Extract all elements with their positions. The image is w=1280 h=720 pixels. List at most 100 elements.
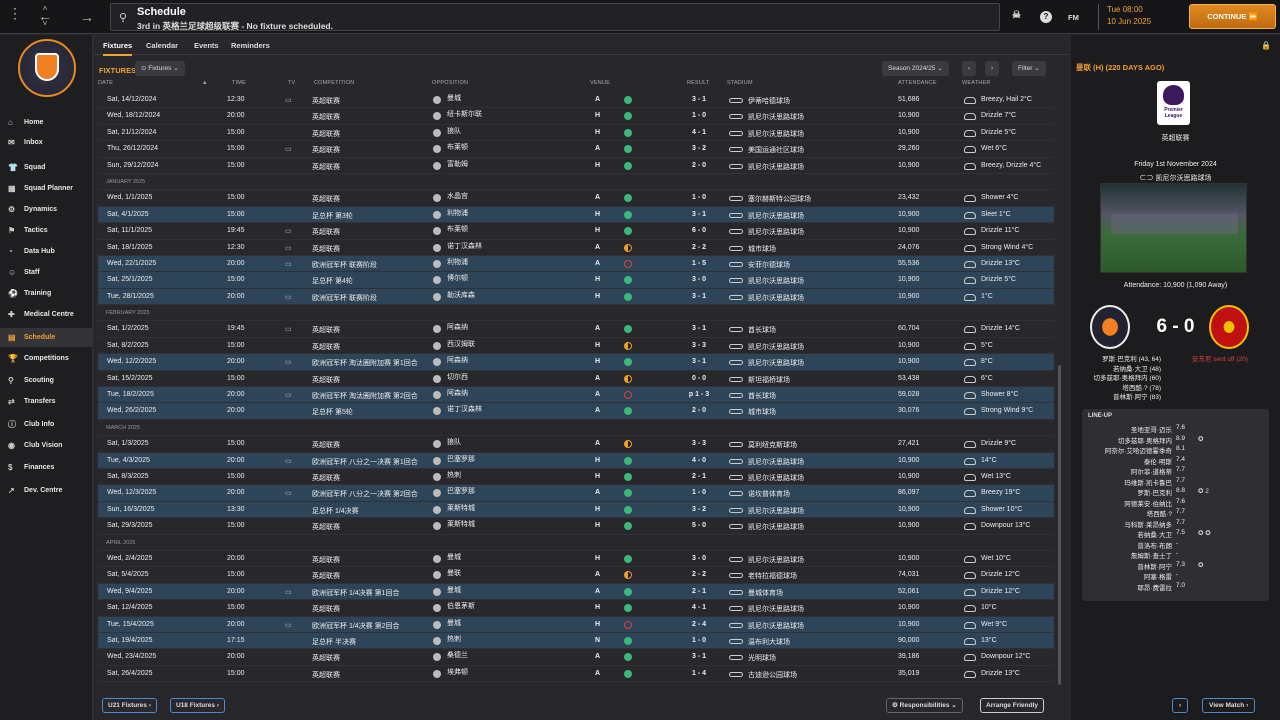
- sidebar-item-club-vision[interactable]: ◉ Club Vision: [0, 436, 93, 455]
- arrange-friendly-button[interactable]: Arrange Friendly: [980, 698, 1045, 713]
- fixture-row[interactable]: Sat, 25/1/2025 15:00 足总杯 第4轮 博尔顿 H 3 - 0 凯尼尔沃思…: [98, 272, 1054, 289]
- fixture-row[interactable]: Tue, 15/4/2025 20:00 ▭ 欧洲冠军杯 1/4决赛 第2回合 曼城 H 2…: [98, 616, 1054, 633]
- home-team-crest[interactable]: [1090, 305, 1130, 349]
- fixture-opponent[interactable]: 纽卡斯尔联: [447, 111, 482, 119]
- fixture-result[interactable]: 3 - 3: [691, 440, 706, 448]
- fixture-row[interactable]: Wed, 22/1/2025 20:00 ▭ 欧洲冠军杯 联赛阶段 利物浦 A 1 - 5 安…: [98, 255, 1054, 273]
- col-attendance[interactable]: ATTENDANCE: [898, 80, 937, 86]
- lineup-player[interactable]: 切多兹耶·奥格拜内 8.9 ✪: [1082, 435, 1269, 445]
- fixture-competition[interactable]: 英超联赛: [312, 245, 340, 253]
- tab-reminders[interactable]: Reminders: [231, 41, 270, 50]
- fixture-result[interactable]: 3 - 1: [691, 210, 706, 218]
- fixture-result[interactable]: 3 - 3: [691, 341, 706, 349]
- fixture-competition[interactable]: 英超联赛: [312, 573, 340, 581]
- lineup-player[interactable]: 罗斯·巴克利 8.8 ✪ 2: [1082, 487, 1269, 497]
- sidebar-item-squad-planner[interactable]: ▦ Squad Planner: [0, 179, 93, 198]
- fixture-row[interactable]: Sat, 1/3/2025 15:00 英超联赛 狼队 A 3 - 3 莫利纽克斯球场 27,…: [98, 436, 1054, 453]
- sidebar-item-dynamics[interactable]: ⚙ Dynamics: [0, 200, 93, 219]
- menu-dots-icon[interactable]: ⋮: [8, 5, 22, 21]
- fixture-opponent[interactable]: 切尔西: [447, 373, 468, 381]
- fixture-opponent[interactable]: 曼城: [447, 553, 461, 561]
- fixture-opponent[interactable]: 莱斯特城: [447, 521, 475, 529]
- tab-fixtures[interactable]: Fixtures: [103, 41, 133, 56]
- col-tv[interactable]: TV: [288, 80, 296, 86]
- fixture-opponent[interactable]: 诺丁汉森林: [447, 242, 482, 250]
- fixture-competition[interactable]: 英超联赛: [312, 442, 340, 450]
- lineup-player[interactable]: 阿奈尔·艾哈迈德霍季奇 8.1: [1082, 445, 1269, 455]
- fixture-result[interactable]: 1 - 0: [691, 194, 706, 202]
- sidebar-item-finances[interactable]: $ Finances: [0, 458, 93, 477]
- fixture-opponent[interactable]: 水晶宫: [447, 193, 468, 201]
- fixture-row[interactable]: Sat, 29/3/2025 15:00 英超联赛 莱斯特城 H 5 - 0 凯尼尔沃思路球…: [98, 518, 1054, 535]
- fixture-competition[interactable]: 欧洲冠军杯 1/4决赛 第2回合: [312, 622, 400, 630]
- fixture-row[interactable]: Sat, 4/1/2025 15:00 足总杯 第3轮 利物浦 H 3 - 1 凯尼尔沃思路…: [98, 206, 1054, 224]
- fixture-competition[interactable]: 英超联赛: [312, 147, 340, 155]
- fixture-result[interactable]: 3 - 1: [691, 325, 706, 333]
- skull-icon[interactable]: ☠: [1012, 10, 1021, 21]
- fixture-result[interactable]: 1 - 0: [691, 112, 706, 120]
- fixture-competition[interactable]: 英超联赛: [312, 130, 340, 138]
- fixture-result[interactable]: 3 - 2: [691, 505, 706, 513]
- fixture-competition[interactable]: 足总杯 第4轮: [312, 278, 353, 286]
- filter-button[interactable]: Filter ⌄: [1012, 61, 1046, 76]
- scrollbar[interactable]: [1058, 365, 1061, 685]
- fixture-result[interactable]: 0 - 0: [691, 374, 706, 382]
- col-opposition[interactable]: OPPOSITION: [432, 80, 469, 86]
- fixture-row[interactable]: Wed, 26/2/2025 20:00 足总杯 第5轮 诺丁汉森林 A 2 - 0 城市球…: [98, 403, 1054, 420]
- fixture-competition[interactable]: 欧洲冠军杯 淘汰圈附加赛 第1回合: [312, 360, 418, 368]
- fixture-row[interactable]: Sun, 16/3/2025 13:30 足总杯 1/4决赛 莱斯特城 H 3 - 2 凯尼…: [98, 501, 1054, 519]
- fixture-result[interactable]: 2 - 1: [691, 587, 706, 595]
- fixture-result[interactable]: 2 - 1: [691, 472, 706, 480]
- lineup-player[interactable]: 泰伦·明斯 7.4: [1082, 456, 1269, 466]
- fixture-competition[interactable]: 足总杯 1/4决赛: [312, 507, 359, 515]
- fixture-row[interactable]: Tue, 28/1/2025 20:00 ▭ 欧洲冠军杯 联赛阶段 勒沃库森 H 3 - 1…: [98, 288, 1054, 306]
- col-time[interactable]: TIME: [232, 80, 246, 86]
- fixture-result[interactable]: 3 - 1: [691, 358, 706, 366]
- fixture-row[interactable]: Sat, 14/12/2024 12:30 ▭ 英超联赛 曼城 A 3 - 1 伊蒂哈德球场 5…: [98, 92, 1054, 109]
- col-stadium[interactable]: STADIUM: [727, 80, 753, 86]
- tab-events[interactable]: Events: [194, 41, 219, 50]
- u18-fixtures-button[interactable]: U18 Fixtures ›: [170, 698, 225, 713]
- fixture-competition[interactable]: 欧洲冠军杯 联赛阶段: [312, 261, 377, 269]
- col-date[interactable]: DATE: [98, 80, 114, 86]
- fixture-result[interactable]: 3 - 0: [691, 276, 706, 284]
- fixture-result[interactable]: 1 - 4: [691, 669, 706, 677]
- lineup-player[interactable]: 马科斯·莱昂纳多 7.7: [1082, 519, 1269, 529]
- fixture-competition[interactable]: 英超联赛: [312, 196, 340, 204]
- col-weather[interactable]: WEATHER: [962, 80, 991, 86]
- fixture-opponent[interactable]: 曼城: [447, 586, 461, 594]
- continue-button[interactable]: CONTINUE ⏩: [1189, 4, 1276, 29]
- fixture-result[interactable]: 1 - 0: [691, 489, 706, 497]
- sidebar-item-transfers[interactable]: ⇄ Transfers: [0, 392, 93, 411]
- fixture-row[interactable]: Wed, 12/2/2025 20:00 ▭ 欧洲冠军杯 淘汰圈附加赛 第1回合 阿森纳…: [98, 354, 1054, 371]
- fixture-competition[interactable]: 欧洲冠军杯 淘汰圈附加赛 第2回合: [312, 393, 418, 401]
- fixture-opponent[interactable]: 狼队: [447, 127, 461, 135]
- fixture-competition[interactable]: 英超联赛: [312, 229, 340, 237]
- fixture-result[interactable]: 3 - 1: [691, 653, 706, 661]
- sidebar-item-home[interactable]: ⌂ Home: [0, 113, 93, 132]
- view-match-button[interactable]: View Match ›: [1202, 698, 1256, 713]
- fixture-competition[interactable]: 英超联赛: [312, 98, 340, 105]
- fixture-opponent[interactable]: 曼城: [447, 619, 461, 627]
- fixture-row[interactable]: Tue, 18/2/2025 20:00 ▭ 欧洲冠军杯 淘汰圈附加赛 第2回合 阿森纳…: [98, 387, 1054, 404]
- fixture-competition[interactable]: 英超联赛: [312, 376, 340, 384]
- fixture-row[interactable]: Sat, 26/4/2025 15:00 英超联赛 埃弗顿 A 1 - 4 古迪逊公园球场 3…: [98, 666, 1054, 683]
- fixture-opponent[interactable]: 阿森纳: [447, 390, 468, 398]
- fixture-opponent[interactable]: 狼队: [447, 439, 461, 447]
- fixture-row[interactable]: Sat, 8/2/2025 15:00 英超联赛 西汉姆联 H 3 - 3 凯尼尔沃思路球场…: [98, 338, 1054, 355]
- fixture-result[interactable]: p 1 - 3: [688, 391, 710, 399]
- fixture-opponent[interactable]: 巴塞罗那: [447, 488, 475, 496]
- fixture-row[interactable]: Sat, 18/1/2025 12:30 ▭ 英超联赛 诺丁汉森林 A 2 - 2 城市球场 2…: [98, 240, 1054, 256]
- sidebar-item-scouting[interactable]: ⚲ Scouting: [0, 371, 93, 390]
- lineup-player[interactable]: 塔西酷·? 7.7: [1082, 508, 1269, 518]
- fixture-row[interactable]: Sat, 1/2/2025 19:45 ▭ 英超联赛 阿森纳 A 3 - 1 酋长球场 60,7…: [98, 321, 1054, 338]
- col-competition[interactable]: COMPETITION: [314, 80, 355, 86]
- lineup-player[interactable]: 普林斯·阿宁 7.3 ✪: [1082, 561, 1269, 571]
- fixture-row[interactable]: Wed, 18/12/2024 20:00 英超联赛 纽卡斯尔联 H 1 - 0 凯尼尔沃思…: [98, 108, 1054, 125]
- prev-season-button[interactable]: ‹: [962, 61, 977, 76]
- fixture-competition[interactable]: 英超联赛: [312, 327, 340, 335]
- back-arrow-icon[interactable]: ←: [38, 8, 52, 24]
- fixture-result[interactable]: 2 - 2: [691, 571, 706, 579]
- fixture-opponent[interactable]: 富勒姆: [447, 160, 468, 168]
- fixture-result[interactable]: 5 - 0: [691, 522, 706, 530]
